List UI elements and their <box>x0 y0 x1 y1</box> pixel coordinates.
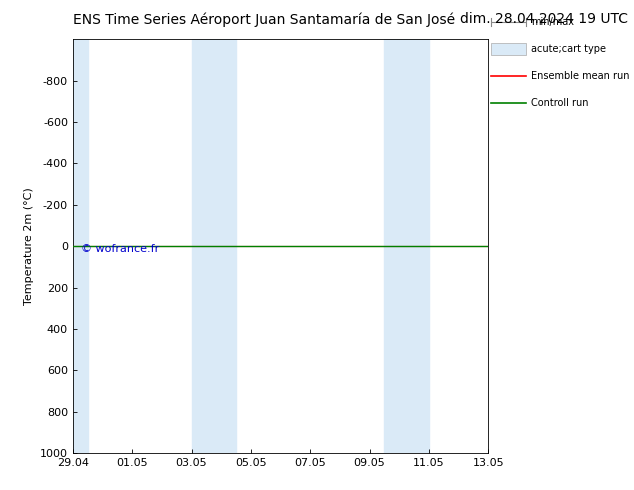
Text: Controll run: Controll run <box>531 98 588 108</box>
Text: Ensemble mean run: Ensemble mean run <box>531 71 629 81</box>
Y-axis label: Temperature 2m (°C): Temperature 2m (°C) <box>25 187 34 305</box>
Text: min/max: min/max <box>531 17 574 27</box>
Bar <box>384 39 429 453</box>
Text: ENS Time Series Aéroport Juan Santamaría de San José: ENS Time Series Aéroport Juan Santamaría… <box>73 12 455 27</box>
Text: acute;cart type: acute;cart type <box>531 44 605 54</box>
Text: dim. 28.04.2024 19 UTC: dim. 28.04.2024 19 UTC <box>460 12 628 26</box>
Bar <box>191 39 236 453</box>
Bar <box>73 39 87 453</box>
Text: © wofrance.fr: © wofrance.fr <box>81 244 160 254</box>
